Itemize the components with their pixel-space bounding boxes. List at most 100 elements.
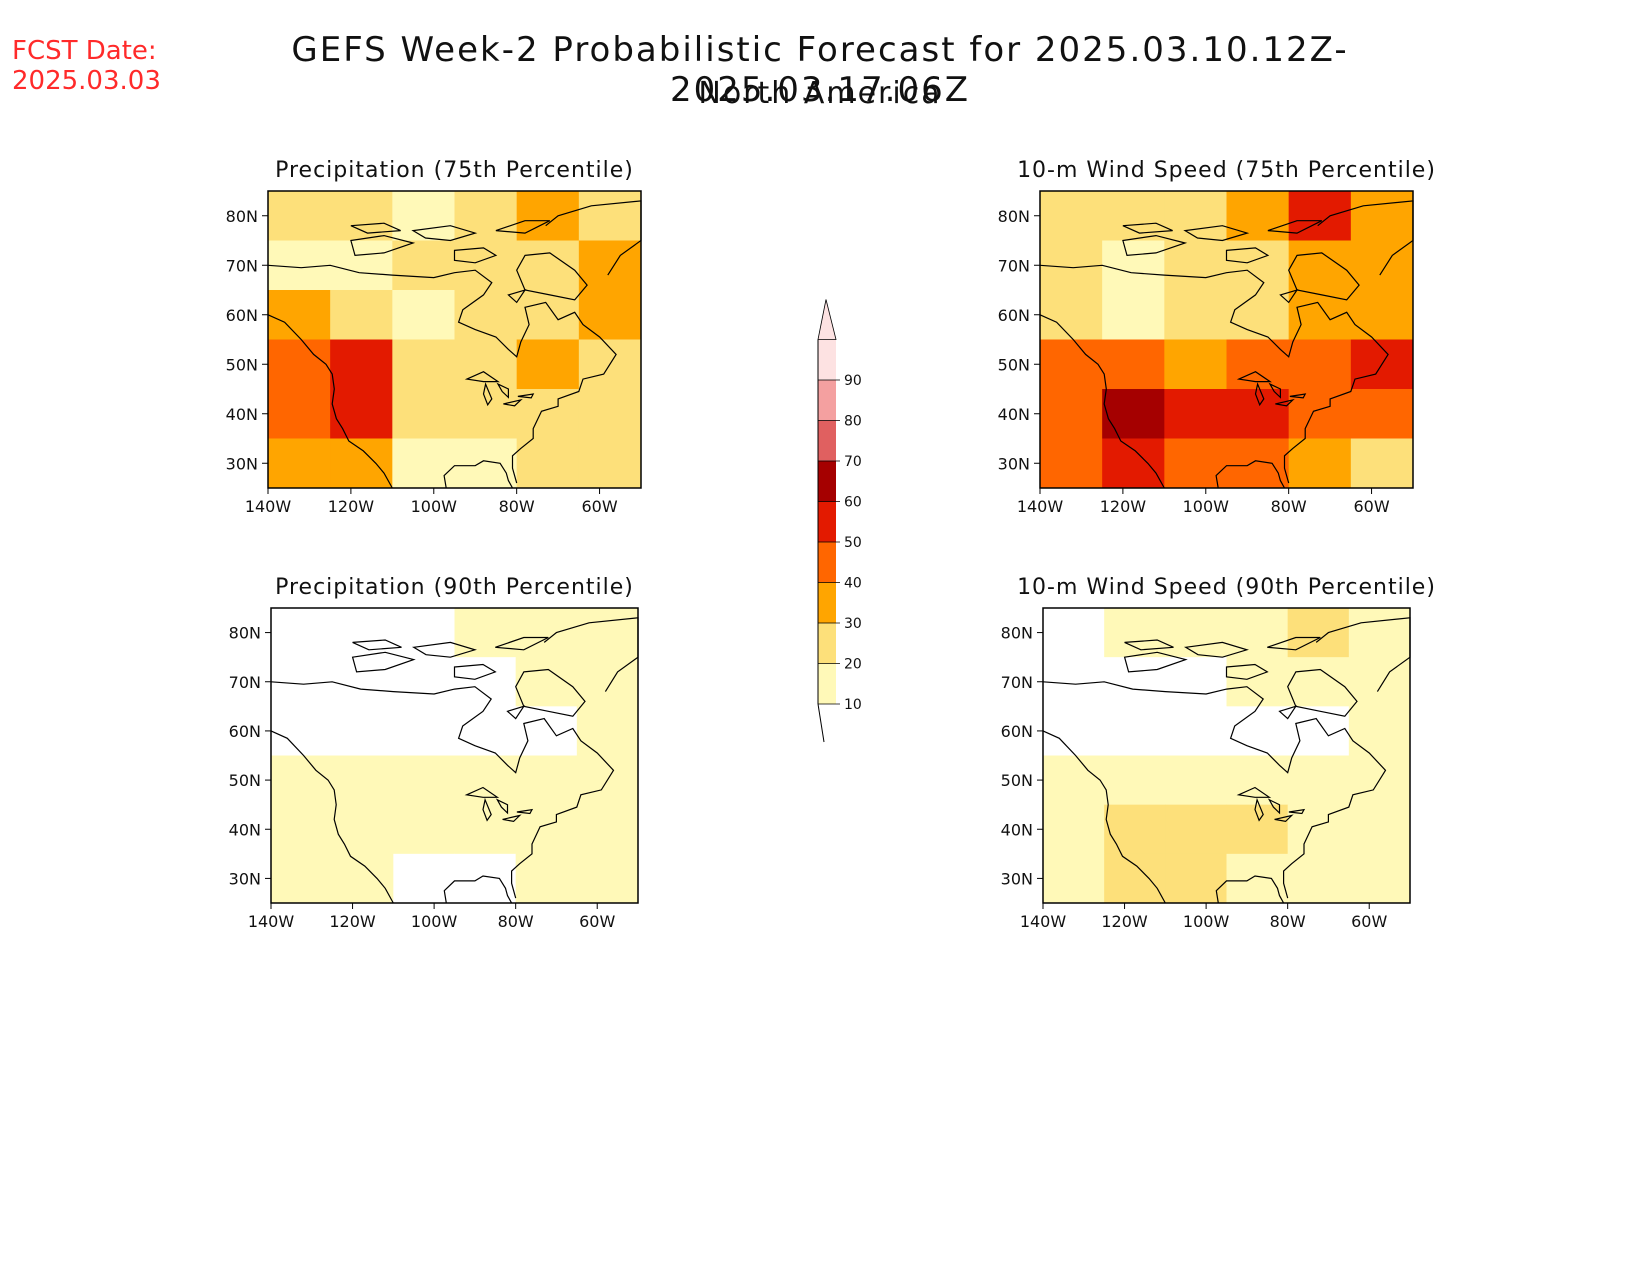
page-subtitle: North America: [698, 76, 942, 111]
map-frame: [267, 190, 642, 489]
data-cell: [330, 389, 393, 439]
lat-tick-label: 70N: [998, 256, 1030, 275]
data-cell: [330, 339, 393, 390]
lon-tick-label: 140W: [1017, 497, 1064, 516]
colorbar-label: 70: [844, 454, 862, 470]
colorbar-label: 30: [844, 616, 862, 632]
data-cell: [332, 706, 394, 756]
data-cell: [393, 804, 455, 855]
data-cell: [1165, 755, 1227, 806]
data-cell: [515, 804, 578, 855]
data-cell: [1040, 339, 1103, 390]
lon-tick-label: 80W: [498, 912, 534, 931]
data-cell: [578, 339, 642, 390]
colorbar-tip: [817, 299, 837, 340]
data-cell: [1348, 853, 1411, 904]
data-cell: [1040, 438, 1103, 489]
data-cell: [392, 240, 455, 291]
data-cell: [1102, 191, 1165, 241]
lon-tick-label: 140W: [1020, 912, 1067, 931]
data-cell: [268, 240, 331, 291]
data-cell: [1165, 608, 1227, 658]
colorbar-swatch: [818, 623, 836, 664]
data-cell: [1165, 657, 1227, 707]
data-cell: [1104, 706, 1166, 756]
data-cell: [1040, 389, 1103, 439]
data-cell: [1165, 853, 1227, 904]
data-cell: [1164, 191, 1227, 241]
data-cell: [454, 657, 517, 707]
data-cell: [1226, 389, 1290, 439]
data-cell: [516, 389, 580, 439]
data-cell: [576, 657, 639, 707]
data-cell: [330, 240, 393, 291]
data-cell: [1348, 755, 1411, 806]
data-cell: [1288, 389, 1352, 439]
data-cell: [1043, 804, 1105, 855]
coastline: [270, 617, 639, 904]
map-frame: [1039, 190, 1414, 489]
data-cell: [268, 191, 331, 241]
data-cell: [392, 438, 455, 489]
lat-tick-label: 60N: [1001, 722, 1033, 741]
data-cell: [1043, 657, 1105, 707]
data-cell: [392, 290, 455, 340]
data-cell: [393, 608, 455, 658]
data-cell: [1104, 608, 1166, 658]
data-cell: [1226, 191, 1290, 241]
lon-tick-label: 140W: [248, 912, 295, 931]
lat-tick-label: 70N: [226, 256, 258, 275]
data-cell: [271, 608, 333, 658]
data-cell: [1102, 438, 1165, 489]
lat-tick-label: 70N: [229, 673, 261, 692]
data-cell: [393, 657, 455, 707]
data-cell: [454, 339, 518, 390]
data-cell: [1348, 657, 1411, 707]
lat-tick-label: 50N: [1001, 771, 1033, 790]
data-cell: [576, 608, 639, 658]
data-cell: [271, 804, 333, 855]
data-cell: [392, 191, 455, 241]
data-cell: [332, 608, 394, 658]
data-cell: [1104, 657, 1166, 707]
data-cell: [1226, 853, 1289, 904]
coastline: [1039, 200, 1414, 489]
colorbar-swatch: [818, 380, 836, 421]
lon-tick-label: 60W: [1353, 497, 1389, 516]
forecast-date: FCST Date: 2025.03.03: [12, 36, 161, 96]
colorbar-swatch: [818, 420, 836, 461]
data-cell: [393, 755, 455, 806]
page-title: GEFS Week-2 Probabilistic Forecast for 2…: [291, 30, 1349, 110]
data-cell: [1226, 240, 1290, 291]
data-cell: [1287, 608, 1350, 658]
data-cell: [1165, 706, 1227, 756]
lon-tick-label: 100W: [411, 497, 458, 516]
colorbar-swatch: [818, 339, 836, 380]
lat-tick-label: 80N: [998, 207, 1030, 226]
data-cell: [1288, 191, 1352, 241]
data-cell: [1104, 755, 1166, 806]
data-cell: [454, 853, 517, 904]
data-cell: [1165, 804, 1227, 855]
lat-tick-label: 80N: [229, 624, 261, 643]
data-cell: [330, 191, 393, 241]
data-cell: [578, 290, 642, 340]
coastline: [1042, 617, 1411, 904]
data-cell: [1288, 339, 1352, 390]
data-cell: [1287, 755, 1350, 806]
lon-tick-label: 100W: [1183, 497, 1230, 516]
colorbar-swatch: [818, 542, 836, 583]
data-cell: [515, 853, 578, 904]
data-cell: [1350, 389, 1414, 439]
data-cell: [454, 755, 517, 806]
lat-tick-label: 70N: [1001, 673, 1033, 692]
data-cell: [1102, 290, 1165, 340]
data-cell: [1102, 339, 1165, 390]
colorbar-label: 50: [844, 535, 862, 551]
panel-title: Precipitation (75th Percentile): [275, 158, 634, 183]
data-cell: [454, 438, 518, 489]
data-cell: [1043, 853, 1105, 904]
lon-tick-label: 120W: [328, 497, 375, 516]
data-cell: [268, 438, 331, 489]
